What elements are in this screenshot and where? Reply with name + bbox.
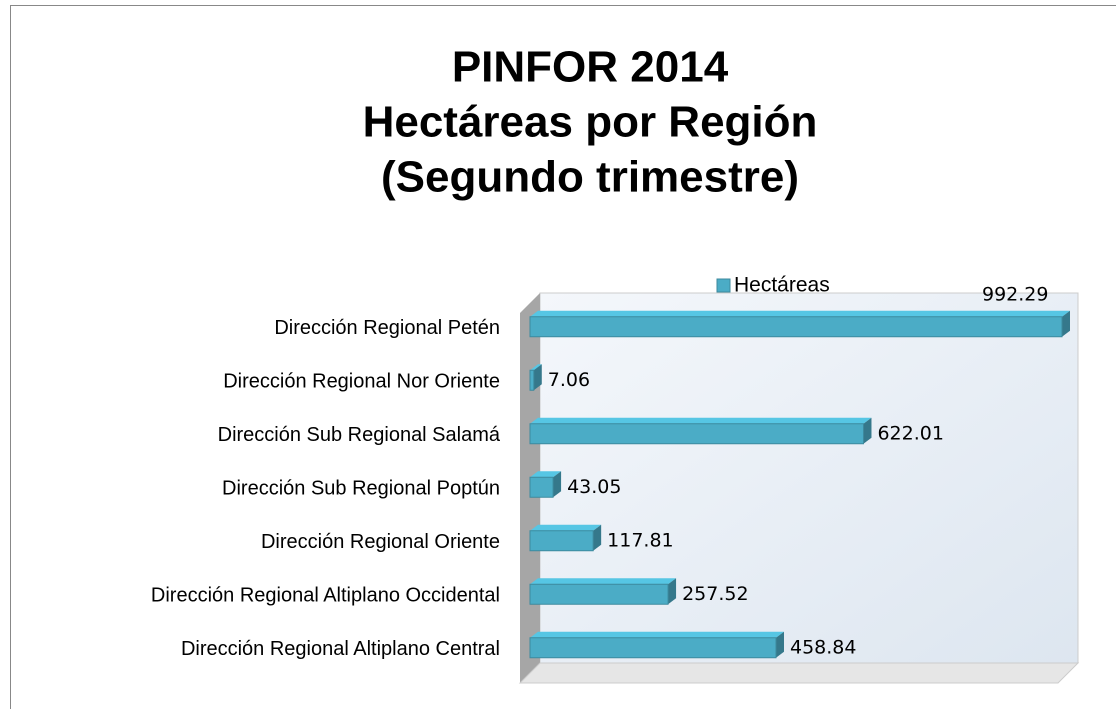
- data-label: 43.05: [567, 476, 621, 498]
- data-label: 992.29: [982, 283, 1048, 305]
- y-tick-label: Dirección Regional Oriente: [261, 531, 500, 553]
- data-label: 257.52: [682, 583, 748, 605]
- chart-title: PINFOR 2014: [452, 43, 729, 92]
- y-tick-label: Dirección Regional Altiplano Central: [181, 638, 500, 660]
- bar-top: [530, 364, 542, 371]
- chart-title: Hectáreas por Región: [363, 98, 818, 147]
- data-label: 622.01: [877, 422, 943, 444]
- bar: [529, 369, 535, 391]
- bar-top: [530, 471, 562, 478]
- floor: [518, 662, 1080, 684]
- bar-side: [863, 417, 872, 444]
- bar-side: [593, 524, 602, 551]
- bar: [529, 530, 594, 552]
- bar-side: [775, 631, 784, 658]
- y-tick-label: Dirección Sub Regional Salamá: [218, 424, 501, 446]
- y-tick-label: Dirección Regional Nor Oriente: [223, 371, 500, 393]
- bar-side: [1062, 310, 1070, 337]
- data-label: 117.81: [607, 529, 673, 551]
- bar: [529, 637, 777, 659]
- legend-label: Hectáreas: [734, 274, 830, 297]
- y-tick-label: Dirección Regional Altiplano Occidental: [151, 585, 500, 607]
- bar-top: [530, 310, 1070, 317]
- bar: [529, 583, 669, 605]
- y-tick-label: Dirección Sub Regional Poptún: [222, 478, 500, 500]
- bar: [529, 316, 1063, 338]
- y-tick-label: Dirección Regional Petén: [274, 317, 500, 339]
- bar-top: [530, 524, 602, 531]
- bar-side: [668, 578, 677, 605]
- bar-side: [553, 471, 562, 498]
- data-label: 458.84: [790, 636, 856, 658]
- data-label: 7.06: [548, 369, 590, 391]
- bar: [529, 476, 554, 498]
- chart-title: (Segundo trimestre): [381, 153, 799, 202]
- bar: [529, 423, 864, 445]
- legend-swatch: [716, 278, 731, 293]
- bar-top: [530, 578, 677, 585]
- bar-top: [530, 631, 784, 638]
- bar-top: [530, 417, 872, 424]
- bar-side: [533, 364, 542, 391]
